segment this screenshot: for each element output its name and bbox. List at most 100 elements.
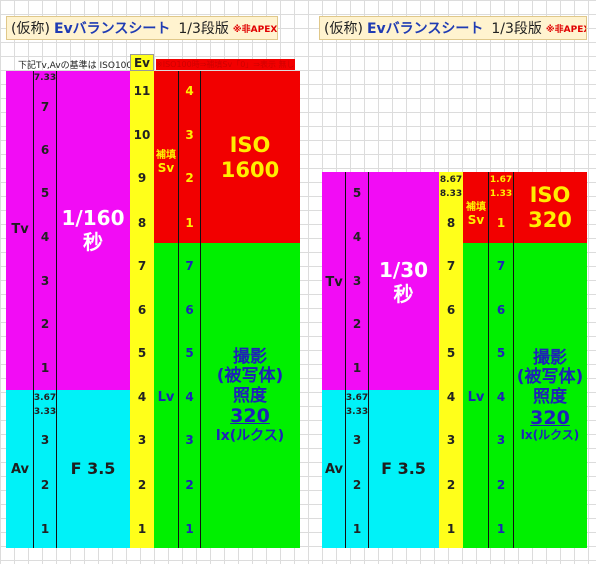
illuminance-display: 撮影 (被写体) 照度 320 lx(ルクス) bbox=[201, 340, 299, 452]
av-top-value: 3.67 bbox=[345, 392, 369, 403]
sv-label-line2: Sv bbox=[157, 160, 175, 175]
ev-header: Ev bbox=[130, 54, 154, 71]
illum-line2: (被写体) bbox=[216, 366, 284, 387]
ev-value: 6 bbox=[137, 303, 147, 317]
av-value: 2 bbox=[40, 478, 50, 492]
lv-value: 5 bbox=[496, 346, 506, 360]
lv-value: 7 bbox=[185, 259, 194, 273]
left-sheet-title: (仮称) Evバランスシート 1/3段版 ※非APEX bbox=[6, 16, 278, 40]
lv-value: 2 bbox=[185, 478, 194, 492]
iso-value: 320 bbox=[528, 208, 572, 232]
tv-value: 3 bbox=[352, 274, 362, 288]
lux-value: 320 bbox=[530, 406, 570, 429]
av-top-value: 3.33 bbox=[345, 406, 369, 417]
lux-unit: lx(ルクス) bbox=[520, 428, 580, 443]
ev-top-value: 8.67 bbox=[439, 174, 463, 185]
iso-display: ISO 1600 bbox=[201, 128, 299, 188]
av-value: 1 bbox=[40, 522, 50, 536]
av-value: 1 bbox=[352, 522, 362, 536]
lv-label: Lv bbox=[467, 389, 485, 405]
right-sheet-title: (仮称) Evバランスシート 1/3段版 ※非APEX bbox=[319, 16, 587, 40]
sv-label: 補填 Sv bbox=[464, 192, 488, 232]
ev-value: 4 bbox=[137, 390, 147, 404]
tv-value: 1 bbox=[40, 361, 50, 375]
ev-column bbox=[130, 71, 154, 548]
ev-value: 5 bbox=[446, 346, 456, 360]
shutter-speed-unit: 秒 bbox=[83, 230, 103, 254]
title-prefix: (仮称) bbox=[324, 21, 363, 37]
sv-top-value: 1.67 bbox=[489, 174, 513, 185]
tv-block bbox=[6, 71, 130, 390]
lv-value: 7 bbox=[496, 259, 506, 273]
shutter-speed-unit: 秒 bbox=[393, 282, 414, 306]
sv-value: 1 bbox=[185, 216, 194, 230]
ev-value: 8 bbox=[137, 216, 147, 230]
ev-value: 6 bbox=[446, 303, 456, 317]
tv-value: 4 bbox=[352, 230, 362, 244]
title-kind: 1/3段版 bbox=[491, 21, 542, 37]
sv-label-line1: 補填 bbox=[466, 201, 486, 213]
sv-value: 4 bbox=[185, 84, 194, 98]
tv-value: 4 bbox=[40, 230, 50, 244]
iso-value: 1600 bbox=[220, 158, 280, 182]
ev-value: 1 bbox=[446, 522, 456, 536]
ev-value: 2 bbox=[137, 478, 147, 492]
tv-top-value: 7.33 bbox=[33, 73, 57, 83]
lv-block bbox=[463, 243, 587, 548]
lv-value: 3 bbox=[496, 433, 506, 447]
av-value: 3 bbox=[40, 433, 50, 447]
tv-value: 6 bbox=[40, 143, 50, 157]
lv-value: 6 bbox=[496, 303, 506, 317]
ev-value: 3 bbox=[446, 433, 456, 447]
lv-value: 2 bbox=[496, 478, 506, 492]
sv-label-line2: Sv bbox=[467, 212, 485, 227]
ev-value: 7 bbox=[137, 259, 147, 273]
illum-line1: 撮影 bbox=[533, 347, 567, 368]
sv-value: 3 bbox=[185, 128, 194, 142]
lv-value: 4 bbox=[496, 390, 506, 404]
shutter-speed-value: 1/160 bbox=[61, 206, 125, 230]
ev-value: 1 bbox=[137, 522, 147, 536]
av-block bbox=[322, 390, 439, 548]
av-label: Av bbox=[324, 461, 344, 477]
av-label: Av bbox=[10, 461, 30, 477]
av-block bbox=[6, 390, 130, 548]
sv-value: 2 bbox=[185, 171, 194, 185]
shutter-speed: 1/160 秒 bbox=[57, 200, 129, 260]
title-apex-note: ※非APEX bbox=[545, 24, 587, 35]
tv-label: Tv bbox=[11, 221, 29, 237]
illum-line3: 照度 bbox=[233, 385, 267, 406]
illum-line1: 撮影 bbox=[233, 346, 267, 367]
aperture-value: F 3.5 bbox=[70, 459, 116, 479]
ev-value: 8 bbox=[446, 216, 456, 230]
tv-value: 1 bbox=[352, 361, 362, 375]
ev-value: 7 bbox=[446, 259, 456, 273]
lv-value: 3 bbox=[185, 433, 194, 447]
ev-top-value: 8.33 bbox=[439, 188, 463, 199]
illum-line3: 照度 bbox=[533, 386, 567, 407]
iso-label: ISO bbox=[229, 132, 271, 157]
illum-line2: (被写体) bbox=[516, 367, 584, 388]
tv-block bbox=[322, 172, 439, 390]
iso-label: ISO bbox=[529, 182, 571, 207]
ev-value: 4 bbox=[446, 390, 456, 404]
aperture-value: F 3.5 bbox=[381, 459, 426, 479]
illuminance-display: 撮影 (被写体) 照度 320 lx(ルクス) bbox=[514, 340, 586, 452]
sv-top-value: 1.33 bbox=[489, 188, 513, 199]
lv-label: Lv bbox=[157, 389, 175, 405]
iso-basis-note: 下記Tv,Avの基準は ISO100 bbox=[18, 61, 133, 71]
tv-value: 3 bbox=[40, 274, 50, 288]
lv-value: 1 bbox=[185, 522, 194, 536]
title-apex-note: ※非APEX bbox=[232, 24, 278, 35]
lv-value: 1 bbox=[496, 522, 506, 536]
sv-block bbox=[463, 172, 587, 243]
title-prefix: (仮称) bbox=[11, 21, 50, 37]
ev-value: 9 bbox=[137, 171, 147, 185]
tv-value: 2 bbox=[352, 317, 362, 331]
tv-value: 5 bbox=[40, 186, 50, 200]
ev-value: 3 bbox=[137, 433, 147, 447]
ev-value: 5 bbox=[137, 346, 147, 360]
sv-value: 1 bbox=[496, 216, 506, 230]
